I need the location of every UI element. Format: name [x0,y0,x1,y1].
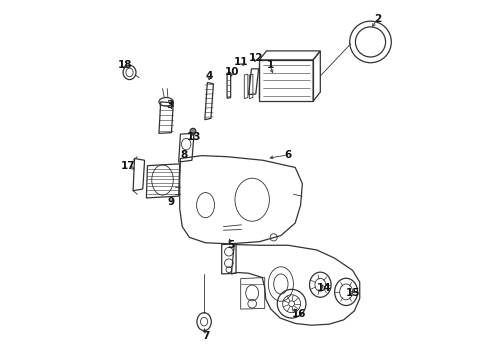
Text: 7: 7 [202,331,209,341]
Text: 12: 12 [248,53,263,63]
Text: 3: 3 [166,100,173,110]
Text: 11: 11 [234,57,248,67]
Text: 4: 4 [205,71,213,81]
Text: 6: 6 [284,150,292,160]
Text: 2: 2 [374,14,381,24]
Text: 8: 8 [180,150,188,160]
Text: 10: 10 [225,67,240,77]
Text: 13: 13 [187,132,201,142]
Text: 16: 16 [292,310,306,319]
Text: 5: 5 [227,239,234,249]
Ellipse shape [190,129,196,134]
Text: 18: 18 [118,60,132,70]
Text: 15: 15 [345,288,360,298]
Text: 14: 14 [317,283,331,293]
Text: 1: 1 [267,60,274,70]
Text: 9: 9 [168,197,175,207]
Text: 17: 17 [121,161,136,171]
